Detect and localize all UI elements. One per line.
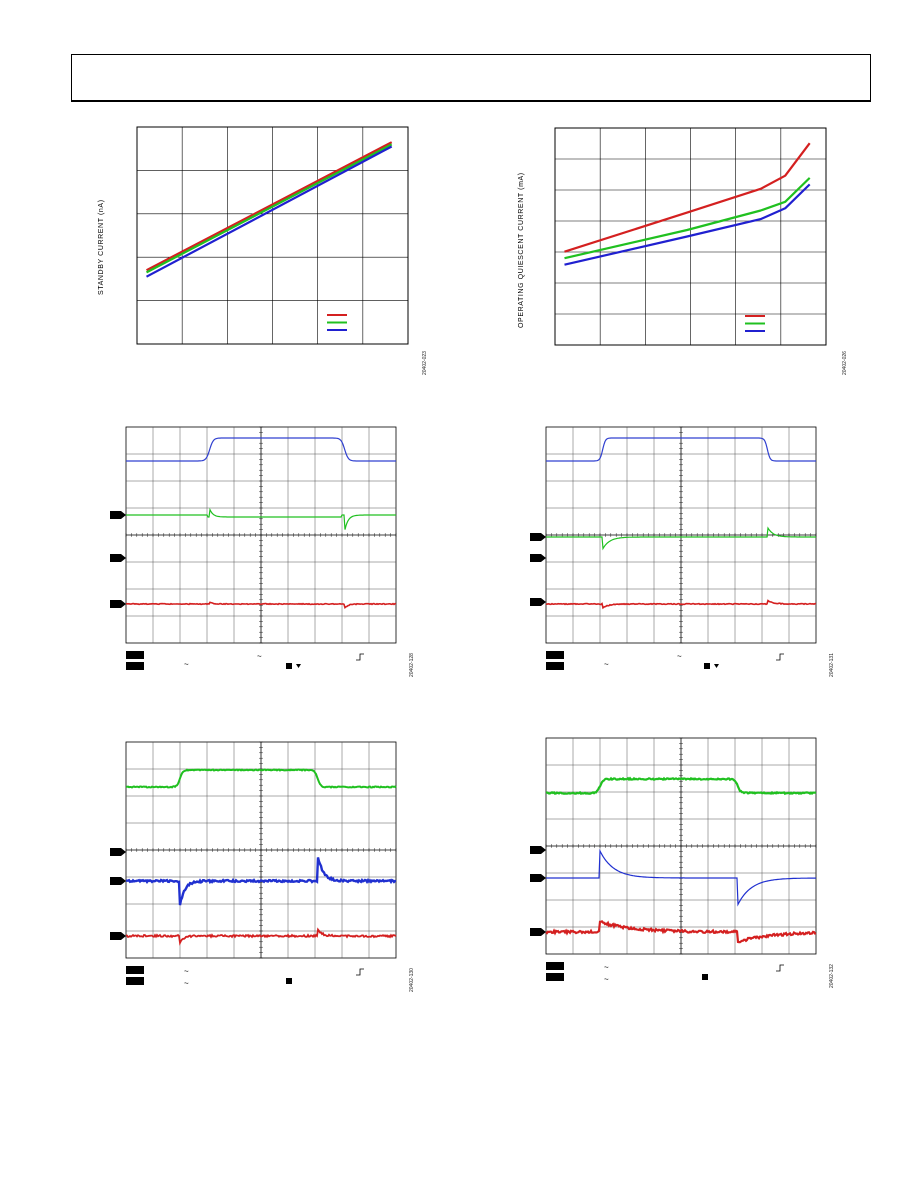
channel-marker-2 bbox=[530, 554, 546, 562]
scope-bottom-left-plot: ~~ bbox=[108, 740, 418, 1000]
series-line-2 bbox=[147, 144, 392, 272]
trigger-icon bbox=[704, 663, 710, 669]
channel-status-block bbox=[126, 662, 144, 670]
channel-marker-2 bbox=[110, 554, 126, 562]
trigger-edge-icon bbox=[776, 654, 784, 660]
channel-status-block bbox=[126, 651, 144, 659]
standby-current-figure: STANDBY CURRENT (nA) 20402-023 bbox=[90, 120, 430, 380]
scope-top-right: ~ ~ 20402-131 bbox=[528, 425, 838, 685]
ac-coupling-icon: ~ bbox=[257, 652, 262, 661]
standby-figure-id: 20402-023 bbox=[422, 351, 428, 375]
ac-coupling-icon: ~ bbox=[604, 975, 609, 984]
series-line-3 bbox=[565, 184, 810, 264]
scope-top-left: ~ ~ 20402-128 bbox=[108, 425, 418, 685]
channel-marker-1 bbox=[110, 848, 126, 856]
ac-coupling-icon: ~ bbox=[604, 660, 609, 669]
channel-marker-3 bbox=[110, 600, 126, 608]
quiescent-figure-id: 20402-026 bbox=[842, 351, 848, 375]
channel-status-block bbox=[126, 966, 144, 974]
trigger-icon bbox=[286, 663, 292, 669]
channel-marker-3 bbox=[110, 932, 126, 940]
page-header-box bbox=[71, 54, 871, 102]
channel-marker-2 bbox=[110, 877, 126, 885]
scope-top-left-plot: ~~ bbox=[108, 425, 418, 685]
scope-bottom-left-figure-id: 20402-130 bbox=[409, 968, 415, 992]
channel-marker-3 bbox=[530, 598, 546, 606]
trigger-icon bbox=[702, 974, 708, 980]
scope-screen: ~~ bbox=[110, 427, 396, 670]
channel-status-block bbox=[546, 973, 564, 981]
channel-marker-2 bbox=[530, 874, 546, 882]
ac-coupling-icon: ~ bbox=[184, 979, 189, 988]
scope-top-left-figure-id: 20402-128 bbox=[409, 653, 415, 677]
trigger-icon bbox=[286, 978, 292, 984]
scope-top-right-figure-id: 20402-131 bbox=[829, 653, 835, 677]
channel-marker-1 bbox=[110, 511, 126, 519]
channel-status-block bbox=[546, 662, 564, 670]
channel-marker-3 bbox=[530, 928, 546, 936]
ac-coupling-icon: ~ bbox=[604, 963, 609, 972]
channel-marker-1 bbox=[530, 846, 546, 854]
channel-marker-1 bbox=[530, 533, 546, 541]
quiescent-current-chart bbox=[510, 120, 850, 380]
standby-current-ylabel: STANDBY CURRENT (nA) bbox=[98, 199, 105, 295]
scope-screen: ~~ bbox=[110, 742, 396, 988]
scope-bottom-right-plot: ~~ bbox=[528, 736, 838, 996]
scope-bottom-right-figure-id: 20402-132 bbox=[829, 964, 835, 988]
channel-status-block bbox=[546, 651, 564, 659]
quiescent-current-figure: OPERATING QUIESCENT CURRENT (mA) 20402-0… bbox=[510, 120, 850, 380]
standby-current-chart bbox=[90, 120, 430, 380]
scope-bottom-left: ~ ~ 20402-130 bbox=[108, 740, 418, 1000]
scope-screen: ~~ bbox=[530, 427, 816, 670]
trigger-edge-icon bbox=[776, 965, 784, 971]
trigger-arrow-icon bbox=[296, 664, 301, 668]
quiescent-current-ylabel: OPERATING QUIESCENT CURRENT (mA) bbox=[518, 172, 525, 328]
ac-coupling-icon: ~ bbox=[677, 652, 682, 661]
trigger-edge-icon bbox=[356, 969, 364, 975]
scope-top-right-plot: ~~ bbox=[528, 425, 838, 685]
channel-status-block bbox=[546, 962, 564, 970]
scope-screen: ~~ bbox=[530, 738, 816, 984]
trigger-edge-icon bbox=[356, 654, 364, 660]
scope-bottom-right: ~ ~ 20402-132 bbox=[528, 736, 838, 996]
ac-coupling-icon: ~ bbox=[184, 967, 189, 976]
series-line-1 bbox=[147, 142, 392, 270]
channel-status-block bbox=[126, 977, 144, 985]
ac-coupling-icon: ~ bbox=[184, 660, 189, 669]
trigger-arrow-icon bbox=[714, 664, 719, 668]
